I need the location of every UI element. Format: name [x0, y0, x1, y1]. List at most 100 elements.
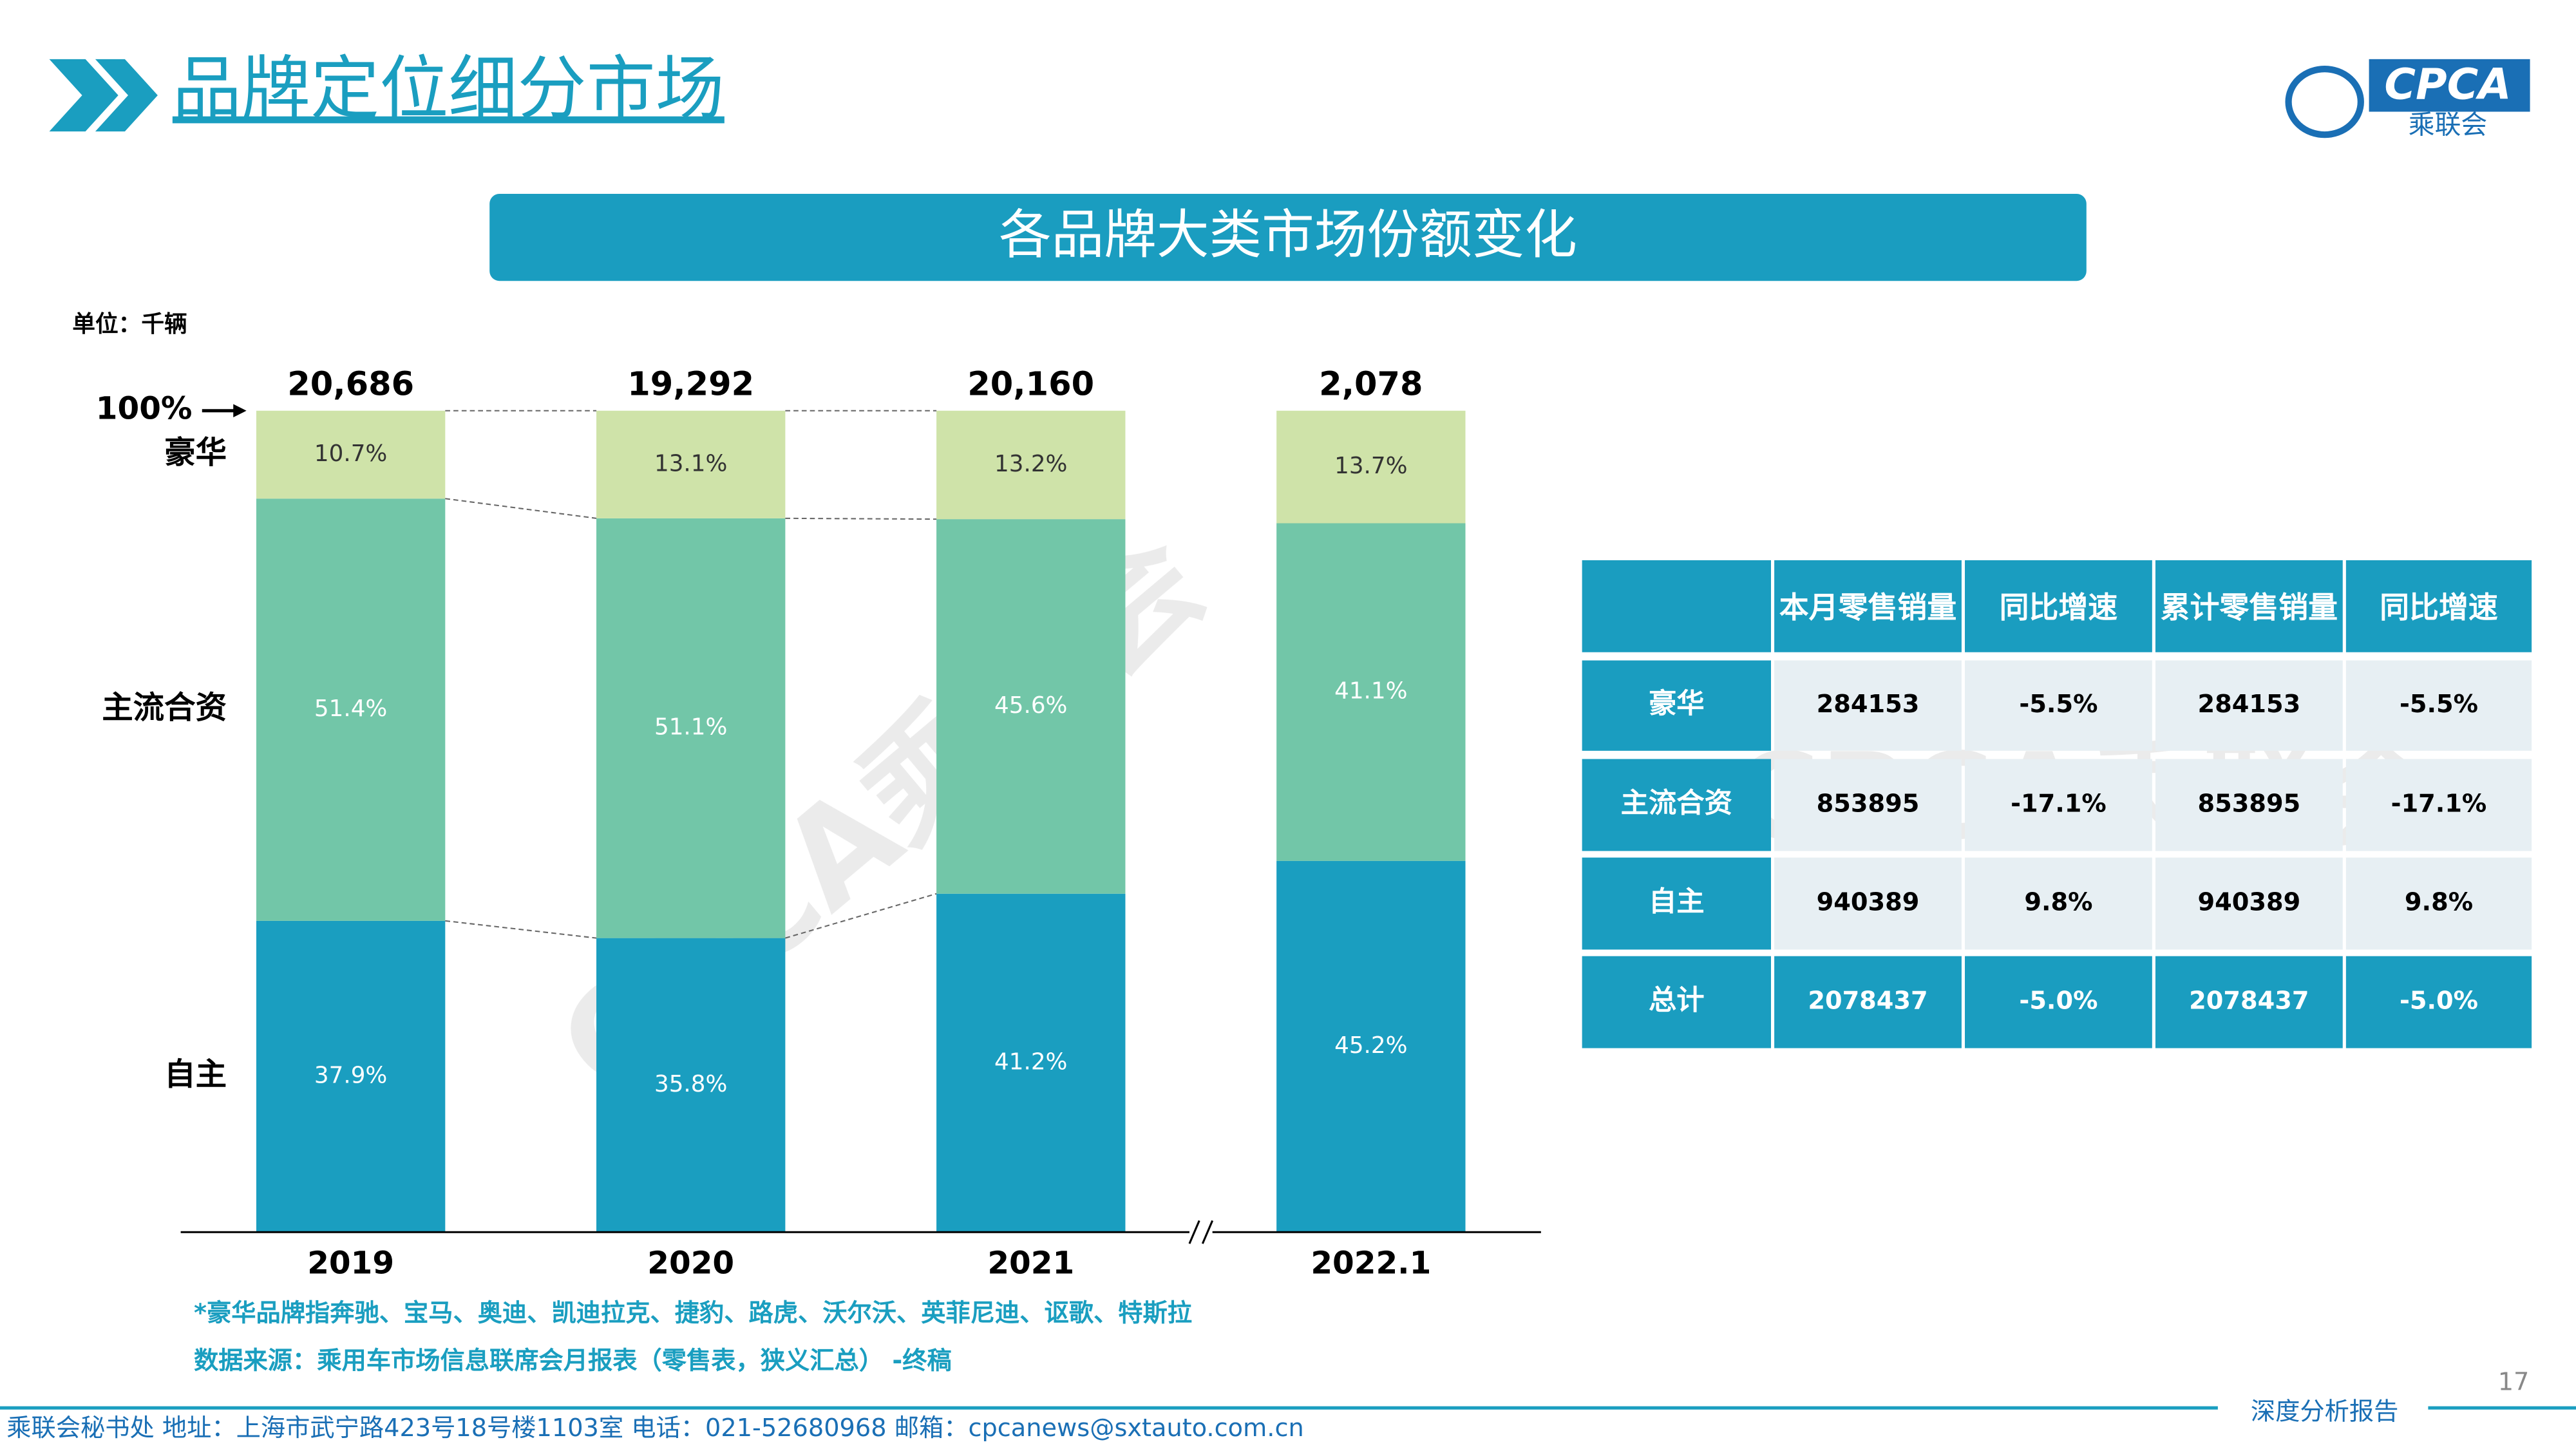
chart: 37.9% 自主 51.4% 主流合资 10.7% 豪华 20,686 2019 35.8% 51… [96, 365, 1541, 1281]
bar-segment [256, 920, 446, 1233]
x-tick-label: 2019 [307, 1245, 394, 1281]
value-label: 10.7% [314, 440, 387, 467]
value-label: 51.1% [654, 714, 727, 741]
x-tick-label: 2022.1 [1311, 1245, 1431, 1281]
bar-segment [1276, 523, 1466, 861]
bar-segment [596, 410, 786, 518]
value-label: 37.9% [314, 1063, 387, 1089]
page-title: 品牌定位细分市场 [173, 50, 724, 129]
table-cell-text: 2078437 [2189, 987, 2309, 1016]
note: 数据来源：乘用车市场信息联席会月报表（零售表，狭义汇总） -终稿 [194, 1346, 952, 1375]
x-tick-label: 2020 [647, 1245, 734, 1281]
table-cell-text: -5.0% [2400, 987, 2478, 1016]
table-cell-text: 284153 [2198, 690, 2301, 719]
series-label: 自主 [164, 1057, 227, 1093]
table-cell [2345, 857, 2532, 950]
table-cell [2155, 956, 2343, 1048]
table-cell [2155, 857, 2343, 950]
banner-text: 各品牌大类市场份额变化 [999, 204, 1577, 265]
x-tick-label: 2021 [987, 1245, 1074, 1281]
table-header-cell [2345, 560, 2532, 652]
bar-segment [1276, 410, 1466, 524]
value-label: 45.6% [994, 692, 1067, 719]
table-row-header [1582, 759, 1771, 851]
total-label: 20,686 [287, 365, 414, 403]
table-cell-text: -17.1% [2391, 790, 2487, 819]
bar-segment [936, 410, 1126, 520]
table-row-label: 总计 [1649, 985, 1705, 1017]
table-header-cell [1582, 560, 1771, 652]
bar-segment [256, 410, 446, 499]
table-row-header [1582, 660, 1771, 751]
footer-tag: 深度分析报告 [2251, 1397, 2398, 1426]
table-header-cell [1965, 560, 2152, 652]
page-number: 17 [2498, 1367, 2530, 1396]
table-cell-text: 2078437 [1808, 987, 1927, 1016]
table-cell [2345, 759, 2532, 851]
table-row-label: 自主 [1649, 886, 1705, 918]
table-header-text: 同比增速 [2380, 590, 2498, 625]
bar-segment [1276, 860, 1466, 1233]
table-cell-text: -17.1% [2011, 790, 2107, 819]
value-label: 13.1% [654, 450, 727, 477]
value-label: 35.8% [654, 1071, 727, 1097]
value-label: 13.7% [1334, 453, 1407, 479]
axis-break [1189, 1218, 1213, 1245]
table-cell [1774, 857, 1962, 950]
table-cell [1774, 759, 1962, 851]
table-row-header [1582, 956, 1771, 1048]
table-cell-text: -5.0% [2019, 987, 2098, 1016]
table-cell [2345, 660, 2532, 751]
table-cell [1965, 660, 2152, 751]
value-label: 13.2% [994, 451, 1067, 477]
table-cell [2345, 956, 2532, 1048]
note: *豪华品牌指奔驰、宝马、奥迪、凯迪拉克、捷豹、路虎、沃尔沃、英菲尼迪、讴歌、特斯… [194, 1298, 1192, 1327]
table-cell [1774, 956, 1962, 1048]
table-cell-text: 9.8% [2024, 888, 2092, 917]
table-cell [1774, 660, 1962, 751]
value-label: 41.1% [1334, 678, 1407, 705]
bar-segment [596, 938, 786, 1233]
table-row-label: 豪华 [1649, 688, 1705, 720]
table-cell-text: -5.5% [2019, 690, 2098, 719]
table-header-cell [2155, 560, 2343, 652]
table-cell-text: 9.8% [2405, 888, 2473, 917]
table-cell [2155, 660, 2343, 751]
connector [785, 517, 937, 520]
series-label: 主流合资 [102, 690, 227, 726]
unit-label: 单位：千辆 [72, 311, 187, 337]
banner [489, 194, 2087, 281]
logo: CPCA 乘联会 [2285, 59, 2530, 140]
table-cell [1965, 857, 2152, 950]
total-label: 2,078 [1319, 365, 1423, 403]
bar-segment [596, 518, 786, 938]
total-label: 19,292 [627, 365, 754, 403]
table-row-label: 主流合资 [1621, 788, 1732, 820]
table-header-text: 同比增速 [2000, 590, 2118, 625]
table-row-header [1582, 857, 1771, 950]
value-label: 45.2% [1334, 1032, 1407, 1059]
title-icon [49, 59, 158, 132]
connector [445, 498, 597, 519]
logo-text: CPCA [2384, 59, 2511, 109]
connector [445, 920, 597, 939]
table-header-text: 本月零售销量 [1779, 590, 1956, 625]
logo-subtext: 乘联会 [2409, 109, 2487, 140]
axis-break [1201, 1220, 1214, 1244]
annotation-arrow [233, 404, 247, 417]
bar-segment [936, 519, 1126, 894]
annotation: 100% [96, 391, 193, 427]
total-label: 20,160 [967, 365, 1094, 403]
table-cell-text: 284153 [1817, 690, 1920, 719]
series-label: 豪华 [164, 435, 227, 471]
bar-segment [936, 893, 1126, 1233]
table-cell-text: 853895 [1817, 790, 1920, 819]
table-cell [1965, 956, 2152, 1048]
table-header-cell [1774, 560, 1962, 652]
table-cell [1965, 759, 2152, 851]
table-cell-text: 853895 [2198, 790, 2301, 819]
value-label: 51.4% [314, 696, 387, 722]
footer-address: 乘联会秘书处 地址：上海市武宁路423号18号楼1103室 电话：021-526… [6, 1414, 1304, 1443]
